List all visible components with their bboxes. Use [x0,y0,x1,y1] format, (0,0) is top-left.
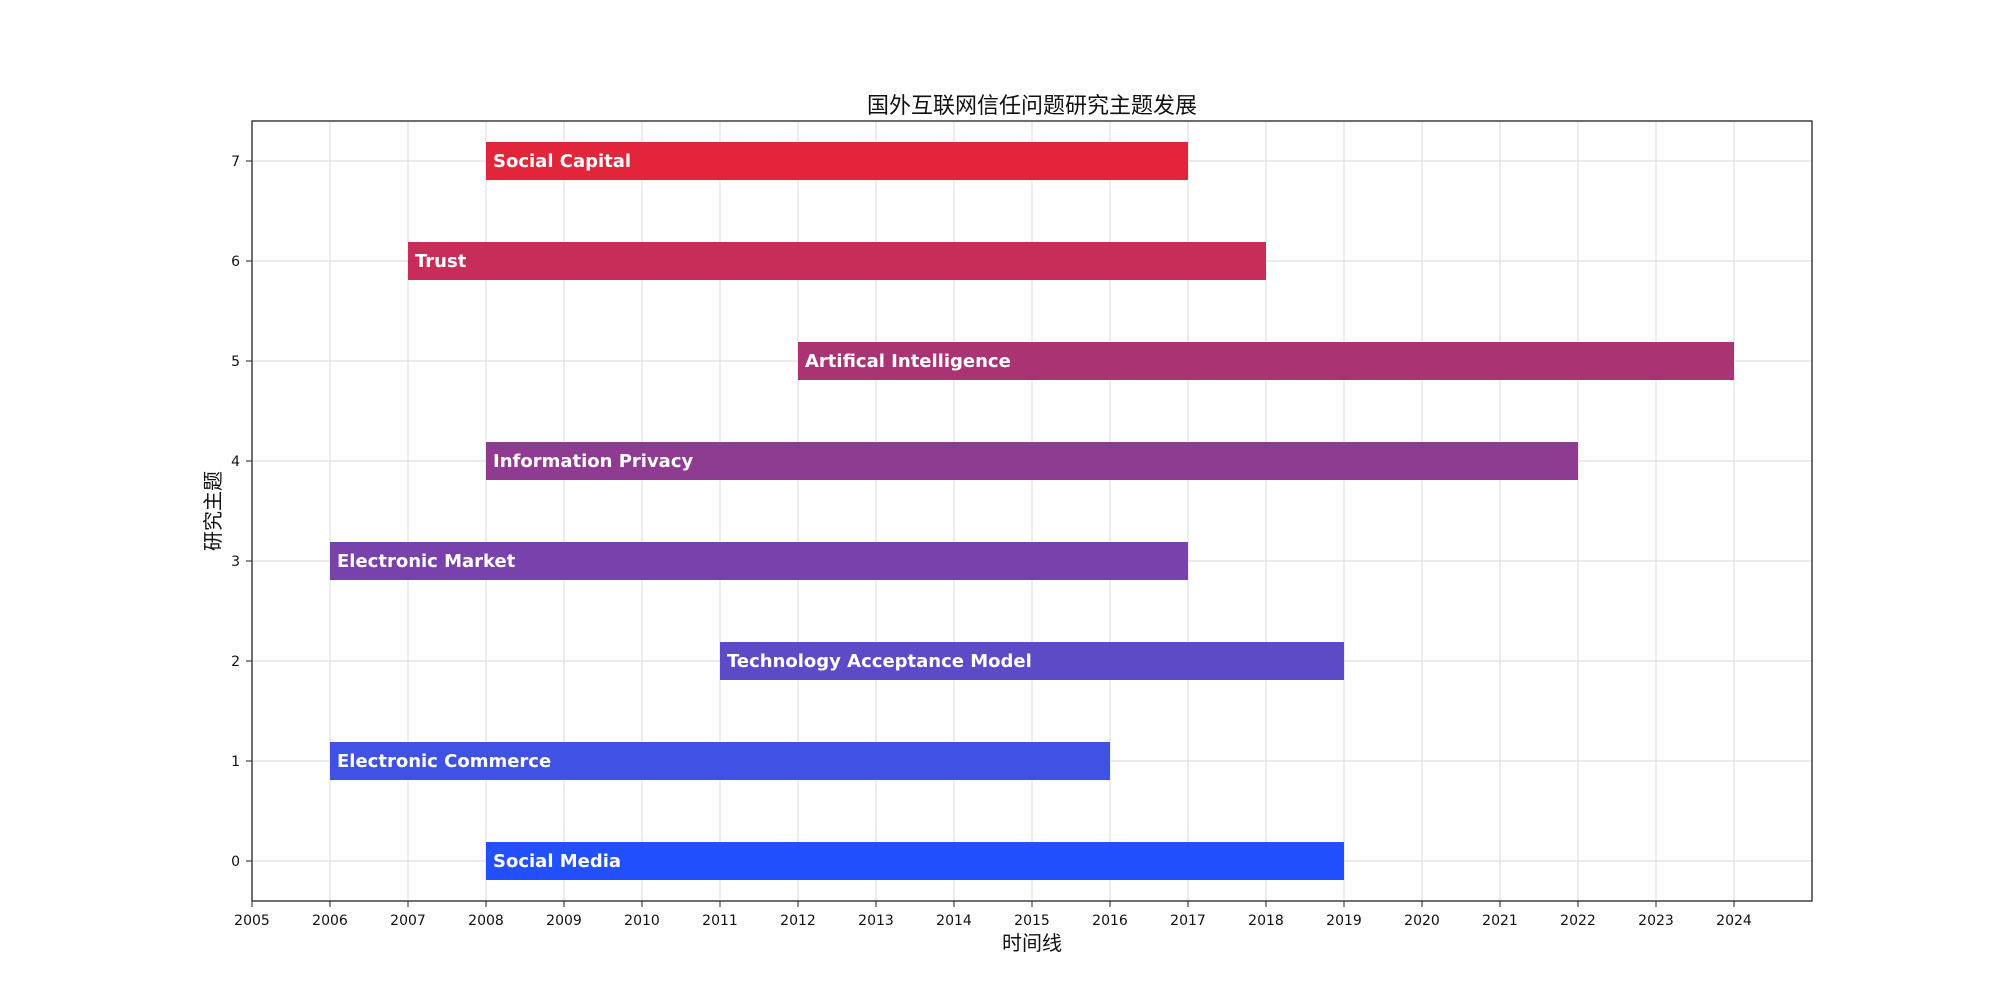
x-tick-label: 2016 [1092,913,1128,929]
x-tick-label: 2023 [1638,913,1674,929]
bar [486,842,1344,880]
y-axis-label: 研究主题 [201,471,225,551]
bar-label: Artifical Intelligence [805,351,1011,372]
x-tick-label: 2021 [1482,913,1518,929]
x-tick-label: 2006 [312,913,348,929]
x-tick-label: 2024 [1716,913,1752,929]
x-tick-label: 2019 [1326,913,1362,929]
x-tick-label: 2012 [780,913,816,929]
x-tick-label: 2018 [1248,913,1284,929]
bar [720,642,1344,680]
bar [486,442,1578,480]
bar [330,742,1110,780]
bar-label: Information Privacy [493,451,693,472]
x-tick-label: 2008 [468,913,504,929]
bar [408,242,1266,280]
y-tick-label: 7 [231,154,240,170]
bar-label: Electronic Market [337,551,516,572]
axes: 2005 2006 2007 2008 2009 2010 2011 2012 2013 2014… [231,154,1752,929]
plot-frame [251,120,1813,902]
y-tick-label: 4 [231,454,240,470]
x-tick-label: 2011 [702,913,738,929]
y-tick-label: 0 [231,854,240,870]
bar-label: Technology Acceptance Model [727,651,1032,672]
bar [330,542,1188,580]
y-tick-label: 3 [231,554,240,570]
y-tick-label: 2 [231,654,240,670]
x-tick-label: 2009 [546,913,582,929]
bar-label: Social Media [493,851,621,872]
x-tick-label: 2010 [624,913,660,929]
bars: Social Media Electronic Commerce Technolog… [330,142,1734,880]
bar [798,342,1734,380]
x-tick-label: 2013 [858,913,894,929]
x-tick-label: 2022 [1560,913,1596,929]
x-tick-label: 2014 [936,913,972,929]
chart-title: 国外互联网信任问题研究主题发展 [867,94,1197,119]
x-tick-label: 2017 [1170,913,1206,929]
bar-label: Trust [415,251,467,272]
x-tick-label: 2015 [1014,913,1050,929]
y-tick-label: 6 [231,254,240,270]
grid [251,121,1812,901]
y-tick-label: 5 [231,354,240,370]
bar [486,142,1188,180]
bar-label: Social Capital [493,151,631,172]
x-tick-label: 2020 [1404,913,1440,929]
bar-label: Electronic Commerce [337,751,551,772]
x-tick-label: 2007 [390,913,426,929]
x-axis-label: 时间线 [1002,931,1062,955]
x-tick-label: 2005 [234,913,270,929]
y-tick-label: 1 [231,754,240,770]
